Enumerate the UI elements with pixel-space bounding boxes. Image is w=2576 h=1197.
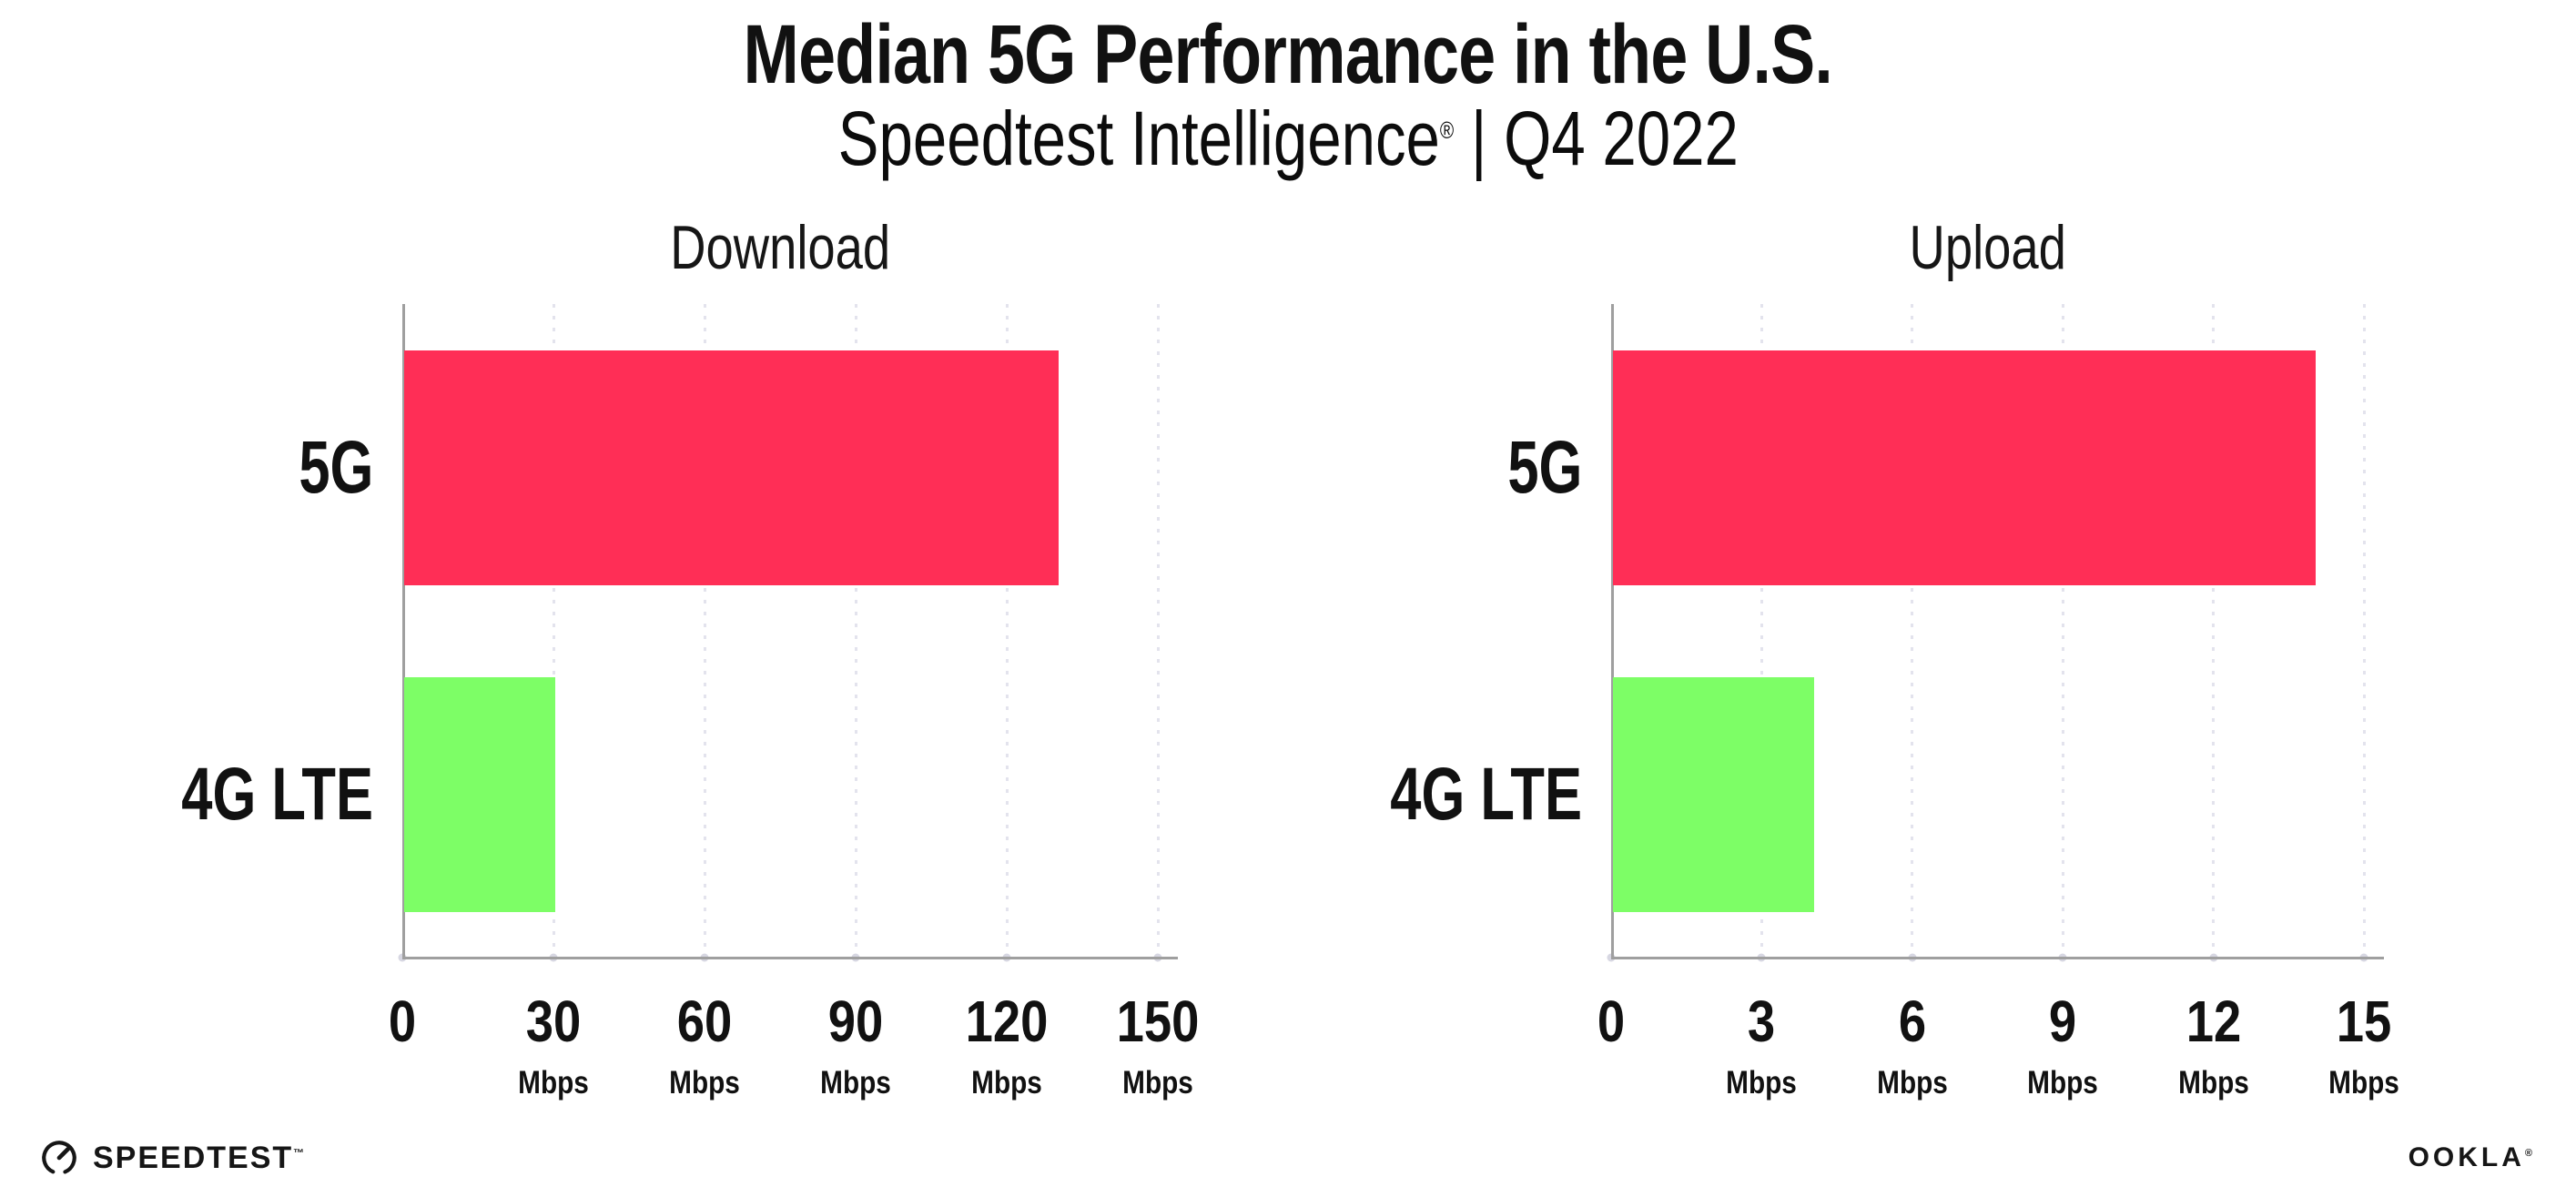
x-tick-label-text: 150 bbox=[1116, 989, 1200, 1054]
page-title-text: Median 5G Performance in the U.S. bbox=[743, 8, 1833, 101]
speedtest-wordmark: SPEEDTEST™ bbox=[93, 1142, 306, 1173]
speedtest-gauge-icon bbox=[42, 1141, 76, 1175]
y-axis-line bbox=[402, 304, 405, 959]
gridline-150-mbps bbox=[1156, 304, 1160, 959]
y-category-label-text: 4G LTE bbox=[181, 753, 373, 837]
bar-4g-lte bbox=[1613, 677, 1814, 913]
x-tick-unit-12: Mbps bbox=[2172, 1067, 2255, 1099]
x-tick-label-60: 60 bbox=[672, 992, 736, 1050]
page-title: Median 5G Performance in the U.S. bbox=[0, 13, 2576, 96]
x-tick-label-text: 30 bbox=[525, 989, 582, 1054]
bar-5g bbox=[404, 350, 1060, 585]
y-category-label-text: 5G bbox=[1506, 425, 1582, 509]
x-tick-unit-150: Mbps bbox=[1116, 1067, 1199, 1099]
x-tick-unit-text: Mbps bbox=[820, 1065, 891, 1101]
y-category-label-5g: 5G bbox=[1365, 418, 1582, 518]
y-axis-line bbox=[1611, 304, 1614, 959]
y-category-label-4g-lte: 4G LTE bbox=[157, 745, 373, 845]
ookla-wordmark: OOKLA® bbox=[2409, 1144, 2536, 1172]
x-tick-label-text: 0 bbox=[1597, 989, 1626, 1054]
ookla-wordmark-text: OOKLA bbox=[2408, 1142, 2525, 1172]
y-category-label-text: 5G bbox=[298, 425, 373, 509]
gridline-90-mbps bbox=[854, 304, 857, 959]
subtitle-period: | Q4 2022 bbox=[1470, 96, 1739, 181]
x-tick-label-6: 6 bbox=[1896, 992, 1929, 1050]
upload-chart-title: Upload bbox=[1611, 217, 2364, 279]
x-tick-unit-text: Mbps bbox=[518, 1065, 589, 1101]
x-tick-unit-text: Mbps bbox=[669, 1065, 740, 1101]
x-tick-unit-6: Mbps bbox=[1871, 1067, 1953, 1099]
x-tick-label-9: 9 bbox=[2046, 992, 2079, 1050]
x-tick-label-12: 12 bbox=[2181, 992, 2246, 1050]
x-tick-unit-text: Mbps bbox=[2177, 1065, 2249, 1101]
x-tick-unit-text: Mbps bbox=[1876, 1065, 1948, 1101]
x-axis-line bbox=[1611, 957, 2384, 959]
page-subtitle: Speedtest Intelligence® | Q4 2022 bbox=[0, 100, 2576, 177]
x-tick-unit-text: Mbps bbox=[971, 1065, 1042, 1101]
download-plot-area bbox=[398, 304, 1178, 962]
x-tick-label-text: 90 bbox=[827, 989, 884, 1054]
x-tick-unit-3: Mbps bbox=[1720, 1067, 1803, 1099]
gridline-120-mbps bbox=[1005, 304, 1009, 959]
download-chart-title-text: Download bbox=[670, 213, 890, 282]
x-tick-label-text: 60 bbox=[676, 989, 733, 1054]
upload-chart: Upload 0 3 Mbps 6 Mbps 9 Mbps 12 Mbps 15 Mbps 5G 4G … bbox=[1390, 217, 2399, 1099]
gridline-15-mbps bbox=[2362, 304, 2366, 959]
x-tick-label-15: 15 bbox=[2331, 992, 2396, 1050]
x-tick-unit-text: Mbps bbox=[2027, 1065, 2099, 1101]
trademark-icon: ™ bbox=[293, 1146, 307, 1160]
upload-plot-area bbox=[1607, 304, 2384, 962]
x-tick-label-text: 15 bbox=[2336, 989, 2392, 1054]
gridline-12-mbps bbox=[2212, 304, 2216, 959]
x-tick-label-text: 6 bbox=[1898, 989, 1926, 1054]
x-tick-label-30: 30 bbox=[521, 992, 585, 1050]
x-tick-unit-9: Mbps bbox=[2021, 1067, 2104, 1099]
gridline-9-mbps bbox=[2061, 304, 2064, 959]
x-tick-label-text: 3 bbox=[1748, 989, 1776, 1054]
speedtest-logo: SPEEDTEST™ bbox=[38, 1134, 306, 1182]
upload-chart-title-text: Upload bbox=[1909, 213, 2066, 282]
x-tick-unit-30: Mbps bbox=[512, 1067, 594, 1099]
x-tick-unit-60: Mbps bbox=[663, 1067, 745, 1099]
download-chart-title: Download bbox=[402, 217, 1158, 279]
x-tick-unit-15: Mbps bbox=[2322, 1067, 2405, 1099]
x-tick-label-0: 0 bbox=[386, 992, 419, 1050]
gridline-30-mbps bbox=[552, 304, 555, 959]
x-tick-unit-90: Mbps bbox=[814, 1067, 897, 1099]
x-tick-label-150: 150 bbox=[1110, 992, 1207, 1050]
gridline-6-mbps bbox=[1911, 304, 1914, 959]
x-axis-line bbox=[402, 957, 1178, 959]
y-category-label-text: 4G LTE bbox=[1390, 753, 1582, 837]
x-tick-unit-text: Mbps bbox=[1122, 1065, 1193, 1101]
gridline-60-mbps bbox=[703, 304, 706, 959]
x-tick-label-text: 12 bbox=[2186, 989, 2241, 1054]
bar-4g-lte bbox=[404, 677, 555, 913]
bar-5g bbox=[1613, 350, 2316, 585]
x-tick-unit-text: Mbps bbox=[2328, 1065, 2399, 1101]
subtitle-brand: Speedtest Intelligence bbox=[837, 96, 1440, 181]
download-chart: Download 0 30 Mbps 60 Mbps 90 Mbps 120 Mbps 150 Mb… bbox=[181, 217, 1199, 1099]
x-tick-label-0: 0 bbox=[1595, 992, 1628, 1050]
y-category-label-4g-lte: 4G LTE bbox=[1365, 745, 1582, 845]
x-tick-label-text: 120 bbox=[965, 989, 1049, 1054]
x-tick-unit-text: Mbps bbox=[1726, 1065, 1798, 1101]
page-subtitle-text: Speedtest Intelligence® | Q4 2022 bbox=[837, 100, 1738, 177]
registered-mark-icon: ® bbox=[2524, 1148, 2536, 1159]
gridline-3-mbps bbox=[1760, 304, 1763, 959]
speedtest-wordmark-text: SPEEDTEST bbox=[93, 1141, 294, 1175]
x-tick-label-3: 3 bbox=[1746, 992, 1779, 1050]
x-tick-label-text: 9 bbox=[2049, 989, 2077, 1054]
y-category-label-5g: 5G bbox=[157, 418, 373, 518]
x-tick-unit-120: Mbps bbox=[965, 1067, 1048, 1099]
x-tick-label-120: 120 bbox=[958, 992, 1056, 1050]
x-tick-label-text: 0 bbox=[388, 989, 417, 1054]
ookla-logo: OOKLA® bbox=[2409, 1138, 2536, 1178]
x-tick-label-90: 90 bbox=[823, 992, 887, 1050]
registered-mark-icon: ® bbox=[1439, 117, 1454, 144]
